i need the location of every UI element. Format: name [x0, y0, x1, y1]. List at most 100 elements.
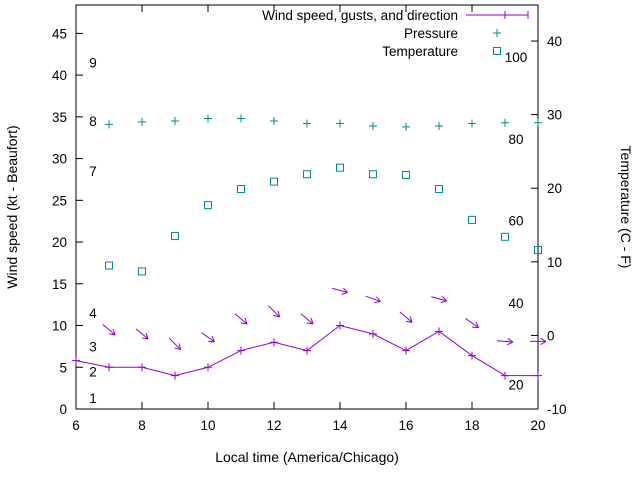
- beaufort-scale-label: 7: [89, 164, 97, 179]
- legend-sample-square: [493, 47, 501, 55]
- pressure-point: [402, 122, 410, 131]
- legend-sample-plus: [493, 29, 501, 37]
- y-left-tick-label: 20: [52, 235, 67, 250]
- pressure-point: [138, 117, 146, 126]
- pressure-point: [171, 117, 179, 126]
- beaufort-scale-label: 2: [89, 364, 97, 379]
- temperature-point: [402, 170, 410, 179]
- x-tick-label: 16: [398, 418, 413, 433]
- temperature-point: [204, 201, 212, 210]
- wind-direction-arrow: [267, 305, 281, 318]
- y-left-tick-label: 45: [52, 26, 67, 41]
- legend-label: Wind speed, gusts, and direction: [262, 8, 458, 23]
- wind-speed-point: [468, 351, 476, 360]
- wind-speed-point: [204, 363, 212, 372]
- wind-direction-arrow: [168, 337, 182, 351]
- temperature-point: [237, 184, 245, 193]
- wind-direction-arrow: [496, 338, 514, 346]
- legend-sample-plus: [501, 11, 509, 19]
- wind-speed-point: [237, 346, 245, 355]
- wind-direction-arrow: [300, 313, 314, 325]
- pressure-point: [369, 122, 377, 131]
- y-right-tick-label: 40: [547, 34, 562, 49]
- temperature-point: [303, 170, 311, 179]
- y-left-tick-label: 5: [59, 360, 67, 375]
- legend-sample-line: [466, 11, 529, 19]
- x-tick-label: 14: [332, 418, 348, 433]
- y-left-tick-label: 25: [52, 193, 67, 208]
- temperature-point: [369, 170, 377, 179]
- pressure-point: [303, 119, 311, 128]
- pressure-point: [336, 119, 344, 128]
- temperature-point: [501, 232, 509, 241]
- fahrenheit-scale-label: 100: [505, 50, 528, 65]
- y-left-tick-label: 35: [52, 110, 67, 125]
- pressure-point: [435, 122, 443, 131]
- pressure-point: [204, 114, 212, 123]
- temperature-point: [336, 163, 344, 172]
- wind-speed-point: [435, 327, 443, 336]
- fahrenheit-scale-label: 80: [508, 132, 523, 147]
- beaufort-scale-label: 1: [89, 391, 97, 406]
- wind-speed-point: [336, 321, 344, 330]
- pressure-point: [237, 114, 245, 123]
- y-right-tick-label: 0: [547, 328, 555, 343]
- beaufort-scale-label: 8: [89, 114, 97, 129]
- pressure-point: [534, 118, 542, 127]
- plot-border: [75, 4, 539, 410]
- wind-speed-point: [369, 329, 377, 338]
- wind-direction-arrow: [201, 332, 216, 343]
- wind-speed-point: [72, 356, 80, 365]
- x-tick-label: 18: [464, 418, 479, 433]
- temperature-point: [171, 232, 179, 241]
- y-left-tick-label: 40: [52, 68, 67, 83]
- legend-label: Pressure: [404, 26, 458, 41]
- x-axis-title: Local time (America/Chicago): [215, 449, 399, 465]
- temperature-point: [534, 246, 542, 255]
- temperature-point: [138, 267, 146, 276]
- fahrenheit-scale-label: 60: [508, 214, 523, 229]
- wind-speed-point: [270, 338, 278, 347]
- wind-direction-arrow: [135, 328, 149, 340]
- x-tick-label: 20: [530, 418, 545, 433]
- wind-speed-point: [501, 371, 509, 380]
- y-left-axis-title: Wind speed (kt - Beaufort): [4, 125, 20, 288]
- beaufort-scale-label: 9: [89, 56, 97, 71]
- y-left-tick-label: 15: [52, 277, 67, 292]
- wind-direction-arrow: [332, 287, 349, 295]
- pressure-point: [501, 118, 509, 127]
- y-right-tick-label: 30: [547, 108, 562, 123]
- x-tick-label: 8: [138, 418, 146, 433]
- wind-speed-point: [402, 346, 410, 355]
- temperature-point: [270, 177, 278, 186]
- wind-direction-arrow: [365, 295, 381, 304]
- wind-speed-point: [138, 363, 146, 372]
- temperature-point: [435, 184, 443, 193]
- temperature-point: [105, 261, 113, 270]
- wind-direction-arrow: [465, 318, 480, 329]
- temperature-point: [468, 215, 476, 224]
- wind-direction-arrow: [530, 337, 547, 346]
- beaufort-scale-label: 3: [89, 339, 97, 354]
- y-right-tick-label: -10: [547, 402, 567, 417]
- fahrenheit-scale-label: 20: [508, 378, 523, 393]
- wind-direction-arrow: [399, 311, 413, 323]
- wind-speed-point: [105, 363, 113, 372]
- beaufort-scale-label: 4: [89, 306, 97, 321]
- y-left-tick-label: 0: [59, 402, 67, 417]
- y-left-tick-label: 30: [52, 152, 67, 167]
- wind-direction-arrow: [234, 313, 248, 325]
- y-right-axis-title: Temperature (C - F): [618, 146, 634, 269]
- pressure-point: [468, 119, 476, 128]
- y-left-tick-label: 10: [52, 319, 67, 334]
- wind-direction-arrow: [102, 324, 116, 336]
- wind-direction-arrow: [431, 296, 448, 304]
- x-tick-label: 10: [200, 418, 215, 433]
- wind-speed-point: [171, 371, 179, 380]
- legend-label: Temperature: [382, 44, 458, 59]
- fahrenheit-scale-label: 40: [508, 296, 523, 311]
- pressure-point: [270, 117, 278, 126]
- wind-speed-point: [534, 371, 542, 380]
- y-right-tick-label: 10: [547, 255, 562, 270]
